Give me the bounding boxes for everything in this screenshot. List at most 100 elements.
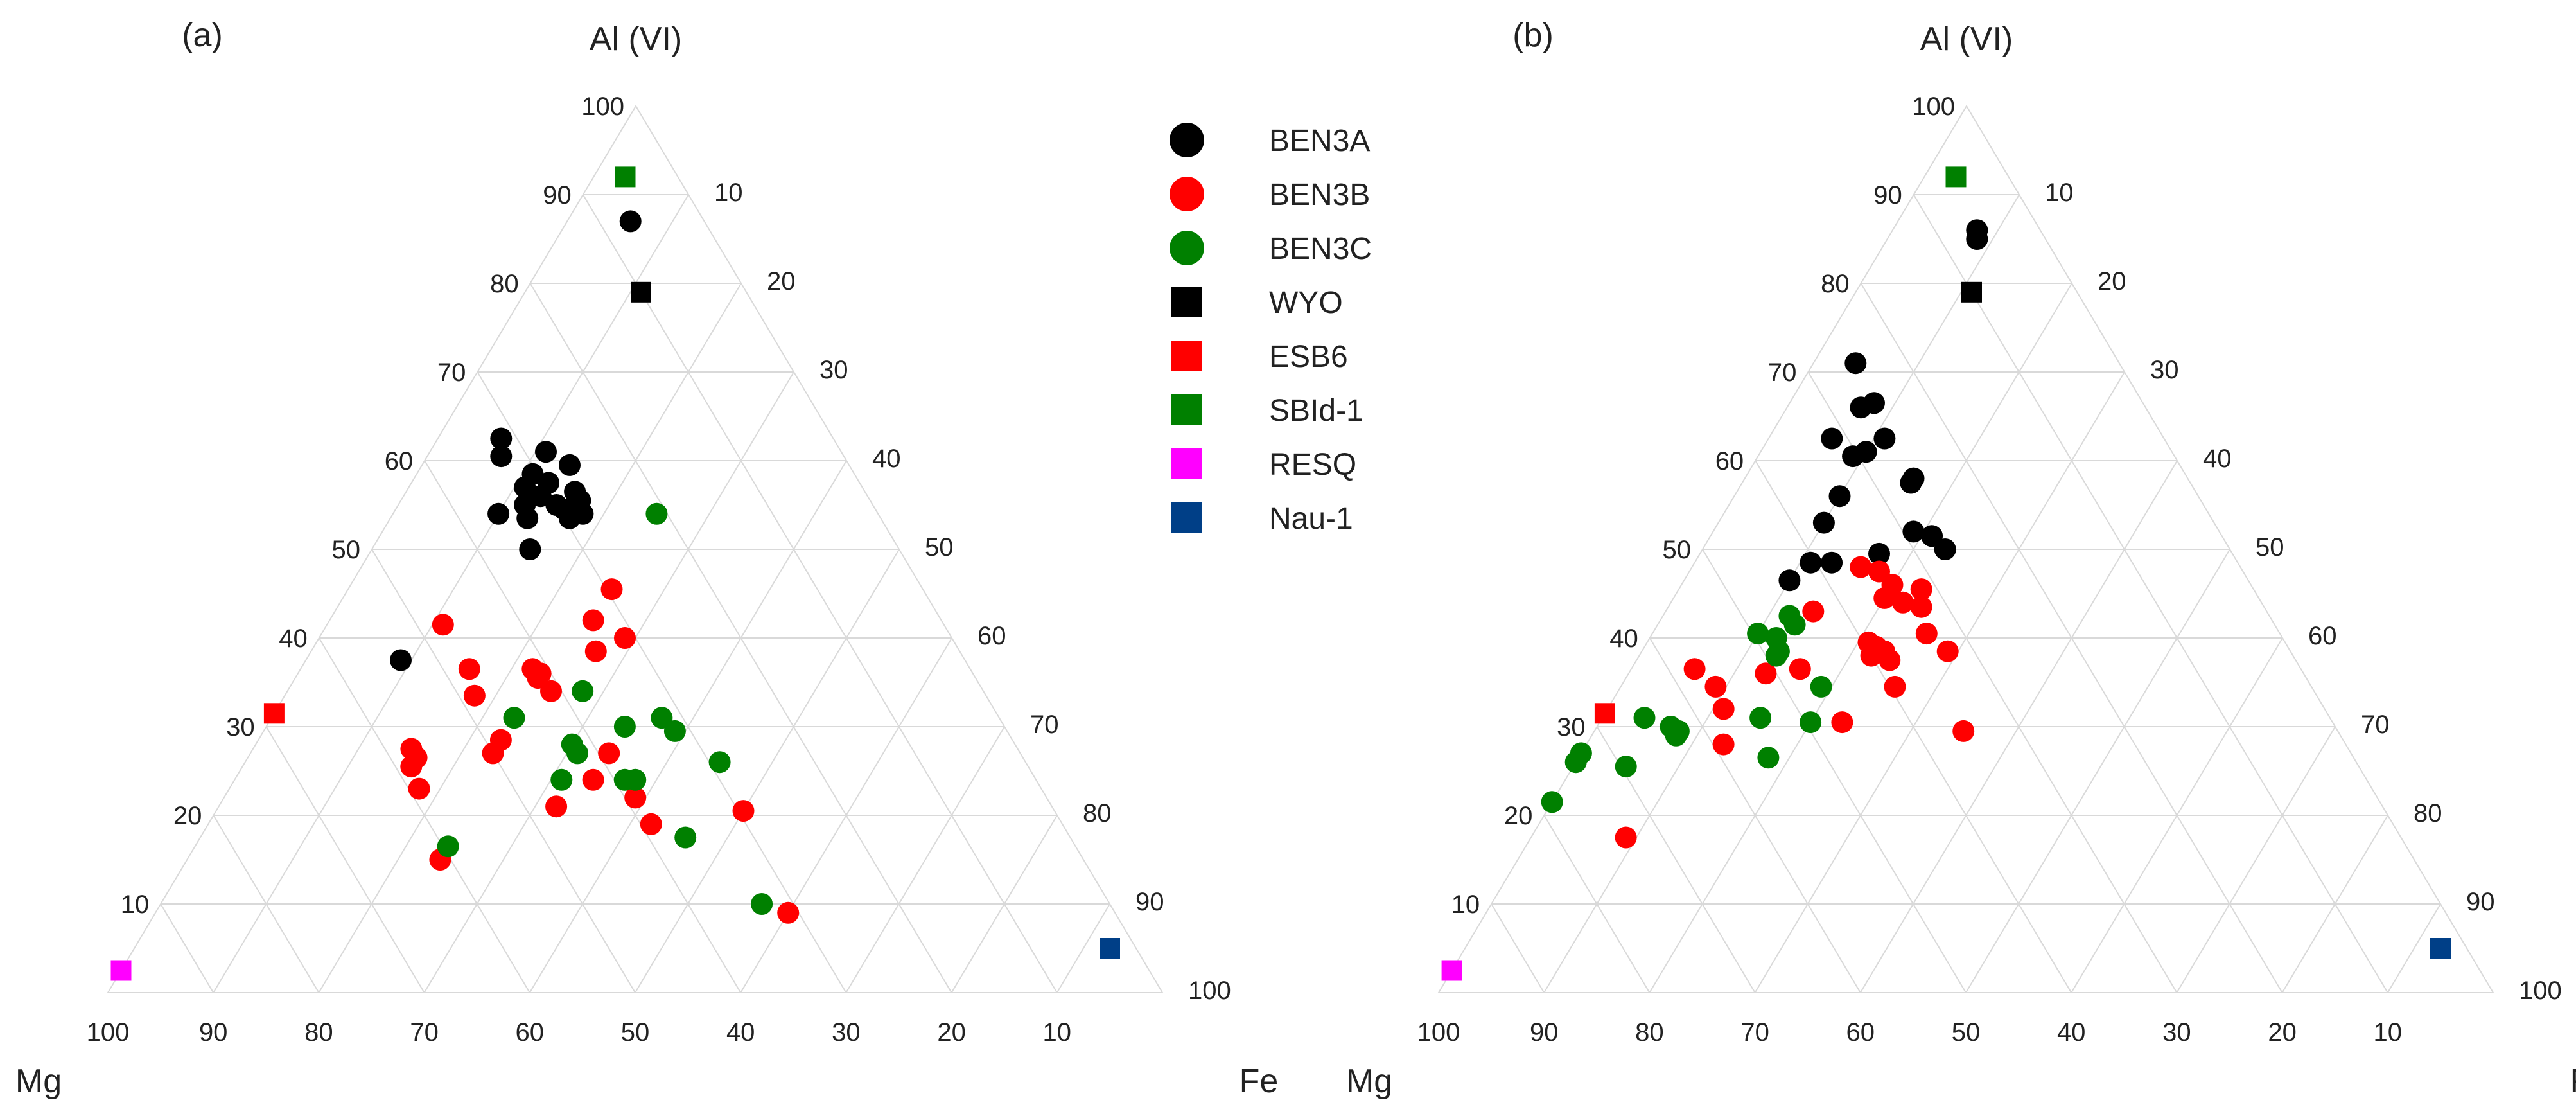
- point-ben3b: [598, 742, 620, 765]
- point-ben3a: [390, 649, 412, 671]
- legend-label: WYO: [1269, 286, 1343, 320]
- point-ben3c: [674, 826, 697, 849]
- tick-label-fe: 20: [2098, 267, 2126, 296]
- reference-resq: [110, 960, 132, 981]
- grid-line: [1702, 549, 1967, 993]
- tick-label-al: 60: [1715, 447, 1744, 475]
- point-ben3c: [624, 768, 647, 791]
- reference-resq: [1441, 960, 1462, 981]
- grid-line: [2176, 726, 2336, 993]
- axis-label-right: Fe: [2570, 1063, 2576, 1100]
- point-ben3a: [1828, 485, 1851, 508]
- legend-label: BEN3A: [1269, 124, 1370, 158]
- points: [1441, 166, 2451, 981]
- point-ben3c: [1810, 675, 1832, 698]
- tick-label-fe: 40: [2203, 445, 2232, 473]
- point-ben3a: [487, 502, 510, 525]
- tick-label-fe: 30: [2150, 356, 2179, 384]
- tick-label-mg: 10: [2374, 1018, 2403, 1047]
- grid-line: [213, 815, 320, 993]
- panel-b: 10 20 30 40 50 60 70 80 90 100 10 20 30 40 50 60 70 80 90 1…: [1346, 17, 2576, 1100]
- point-ben3c: [1800, 711, 1822, 734]
- grid-line: [265, 726, 425, 993]
- axis-label-left: Mg: [1346, 1063, 1392, 1100]
- point-ben3b: [582, 768, 604, 791]
- grid-line: [2071, 637, 2283, 993]
- point-ben3b: [540, 680, 562, 702]
- tick-label-al: 20: [173, 802, 202, 830]
- tick-label-mg: 70: [410, 1018, 439, 1047]
- legend-label: RESQ: [1269, 448, 1356, 482]
- grid-line: [423, 371, 794, 993]
- reference-esb6: [263, 703, 285, 724]
- grid-line: [213, 194, 689, 993]
- tick-label-al: 100: [581, 93, 624, 121]
- point-ben3b: [1704, 675, 1727, 698]
- point-ben3c: [1747, 623, 1769, 645]
- point-ben3b: [614, 627, 636, 649]
- point-ben3a: [1821, 551, 1843, 574]
- point-ben3a: [1863, 392, 1885, 414]
- reference-nau1: [2430, 938, 2451, 959]
- grid-line: [1543, 194, 2020, 993]
- grid-line: [371, 549, 636, 993]
- point-ben3a: [490, 445, 513, 468]
- point-ben3b: [1915, 623, 1938, 645]
- legend-marker-ben3a: [1170, 123, 1204, 157]
- tick-label-fe: 60: [2308, 622, 2337, 650]
- tick-label-al: 10: [1451, 890, 1480, 919]
- point-ben3c: [566, 742, 588, 765]
- point-ben3b: [400, 756, 423, 778]
- point-ben3c: [651, 707, 673, 729]
- triangle-outline: [1437, 105, 2494, 993]
- point-ben3c: [1783, 614, 1806, 636]
- legend-marker-sbid1: [1171, 394, 1202, 425]
- tick-label-al: 70: [1768, 359, 1797, 387]
- tick-label-al: 90: [1873, 181, 1902, 209]
- legend-marker-nau1: [1171, 502, 1202, 533]
- point-ben3b: [527, 667, 549, 689]
- grid-line: [635, 549, 900, 993]
- legend-label: BEN3C: [1269, 232, 1372, 266]
- point-ben3b: [624, 786, 647, 809]
- legend-marker-esb6: [1171, 341, 1202, 371]
- point-ben3a: [1821, 427, 1843, 450]
- point-ben3a: [1800, 551, 1822, 574]
- tick-label-mg: 50: [621, 1018, 650, 1047]
- tick-label-mg: 60: [1846, 1018, 1875, 1047]
- point-ben3a: [558, 507, 581, 529]
- point-ben3b: [1868, 560, 1890, 583]
- legend-label: SBId-1: [1269, 394, 1363, 428]
- reference-nau1: [1100, 938, 1120, 959]
- point-ben3a: [519, 538, 541, 560]
- tick-label-mg: 80: [304, 1018, 333, 1047]
- point-ben3c: [572, 680, 594, 702]
- legend-marker-ben3c: [1170, 231, 1204, 265]
- tick-label-mg: 90: [1530, 1018, 1559, 1047]
- point-ben3c: [1615, 756, 1637, 778]
- axis-label-top: Al (VI): [1920, 21, 2013, 58]
- grid: [1437, 105, 2494, 993]
- point-ben3b: [432, 614, 454, 636]
- reference-esb6: [1594, 703, 1615, 724]
- axis-label-right: Fe: [1240, 1063, 1279, 1100]
- grid-line: [1913, 194, 2388, 993]
- point-ben3b: [482, 742, 504, 765]
- point-ben3b: [458, 658, 480, 680]
- tick-label-fe: 90: [2466, 888, 2495, 916]
- point-ben3b: [600, 578, 623, 601]
- point-ben3b: [1910, 596, 1932, 618]
- point-ben3b: [463, 684, 486, 707]
- point-ben3a: [490, 427, 513, 450]
- panel-a: 10 20 30 40 50 60 70 80 90 100 10 20 30 40 50 60 70 80 90 1…: [15, 17, 1278, 1100]
- point-ben3c: [1749, 707, 1772, 729]
- tick-label-mg: 40: [2057, 1018, 2086, 1047]
- point-ben3b: [1615, 826, 1637, 849]
- grid-line: [2281, 815, 2388, 993]
- point-ben3a: [559, 454, 581, 476]
- reference-sbid1: [1945, 166, 1967, 188]
- triangle-outline: [107, 105, 1164, 993]
- tick-label-mg: 100: [87, 1018, 130, 1047]
- point-ben3c: [751, 893, 773, 915]
- point-ben3b: [1683, 658, 1706, 680]
